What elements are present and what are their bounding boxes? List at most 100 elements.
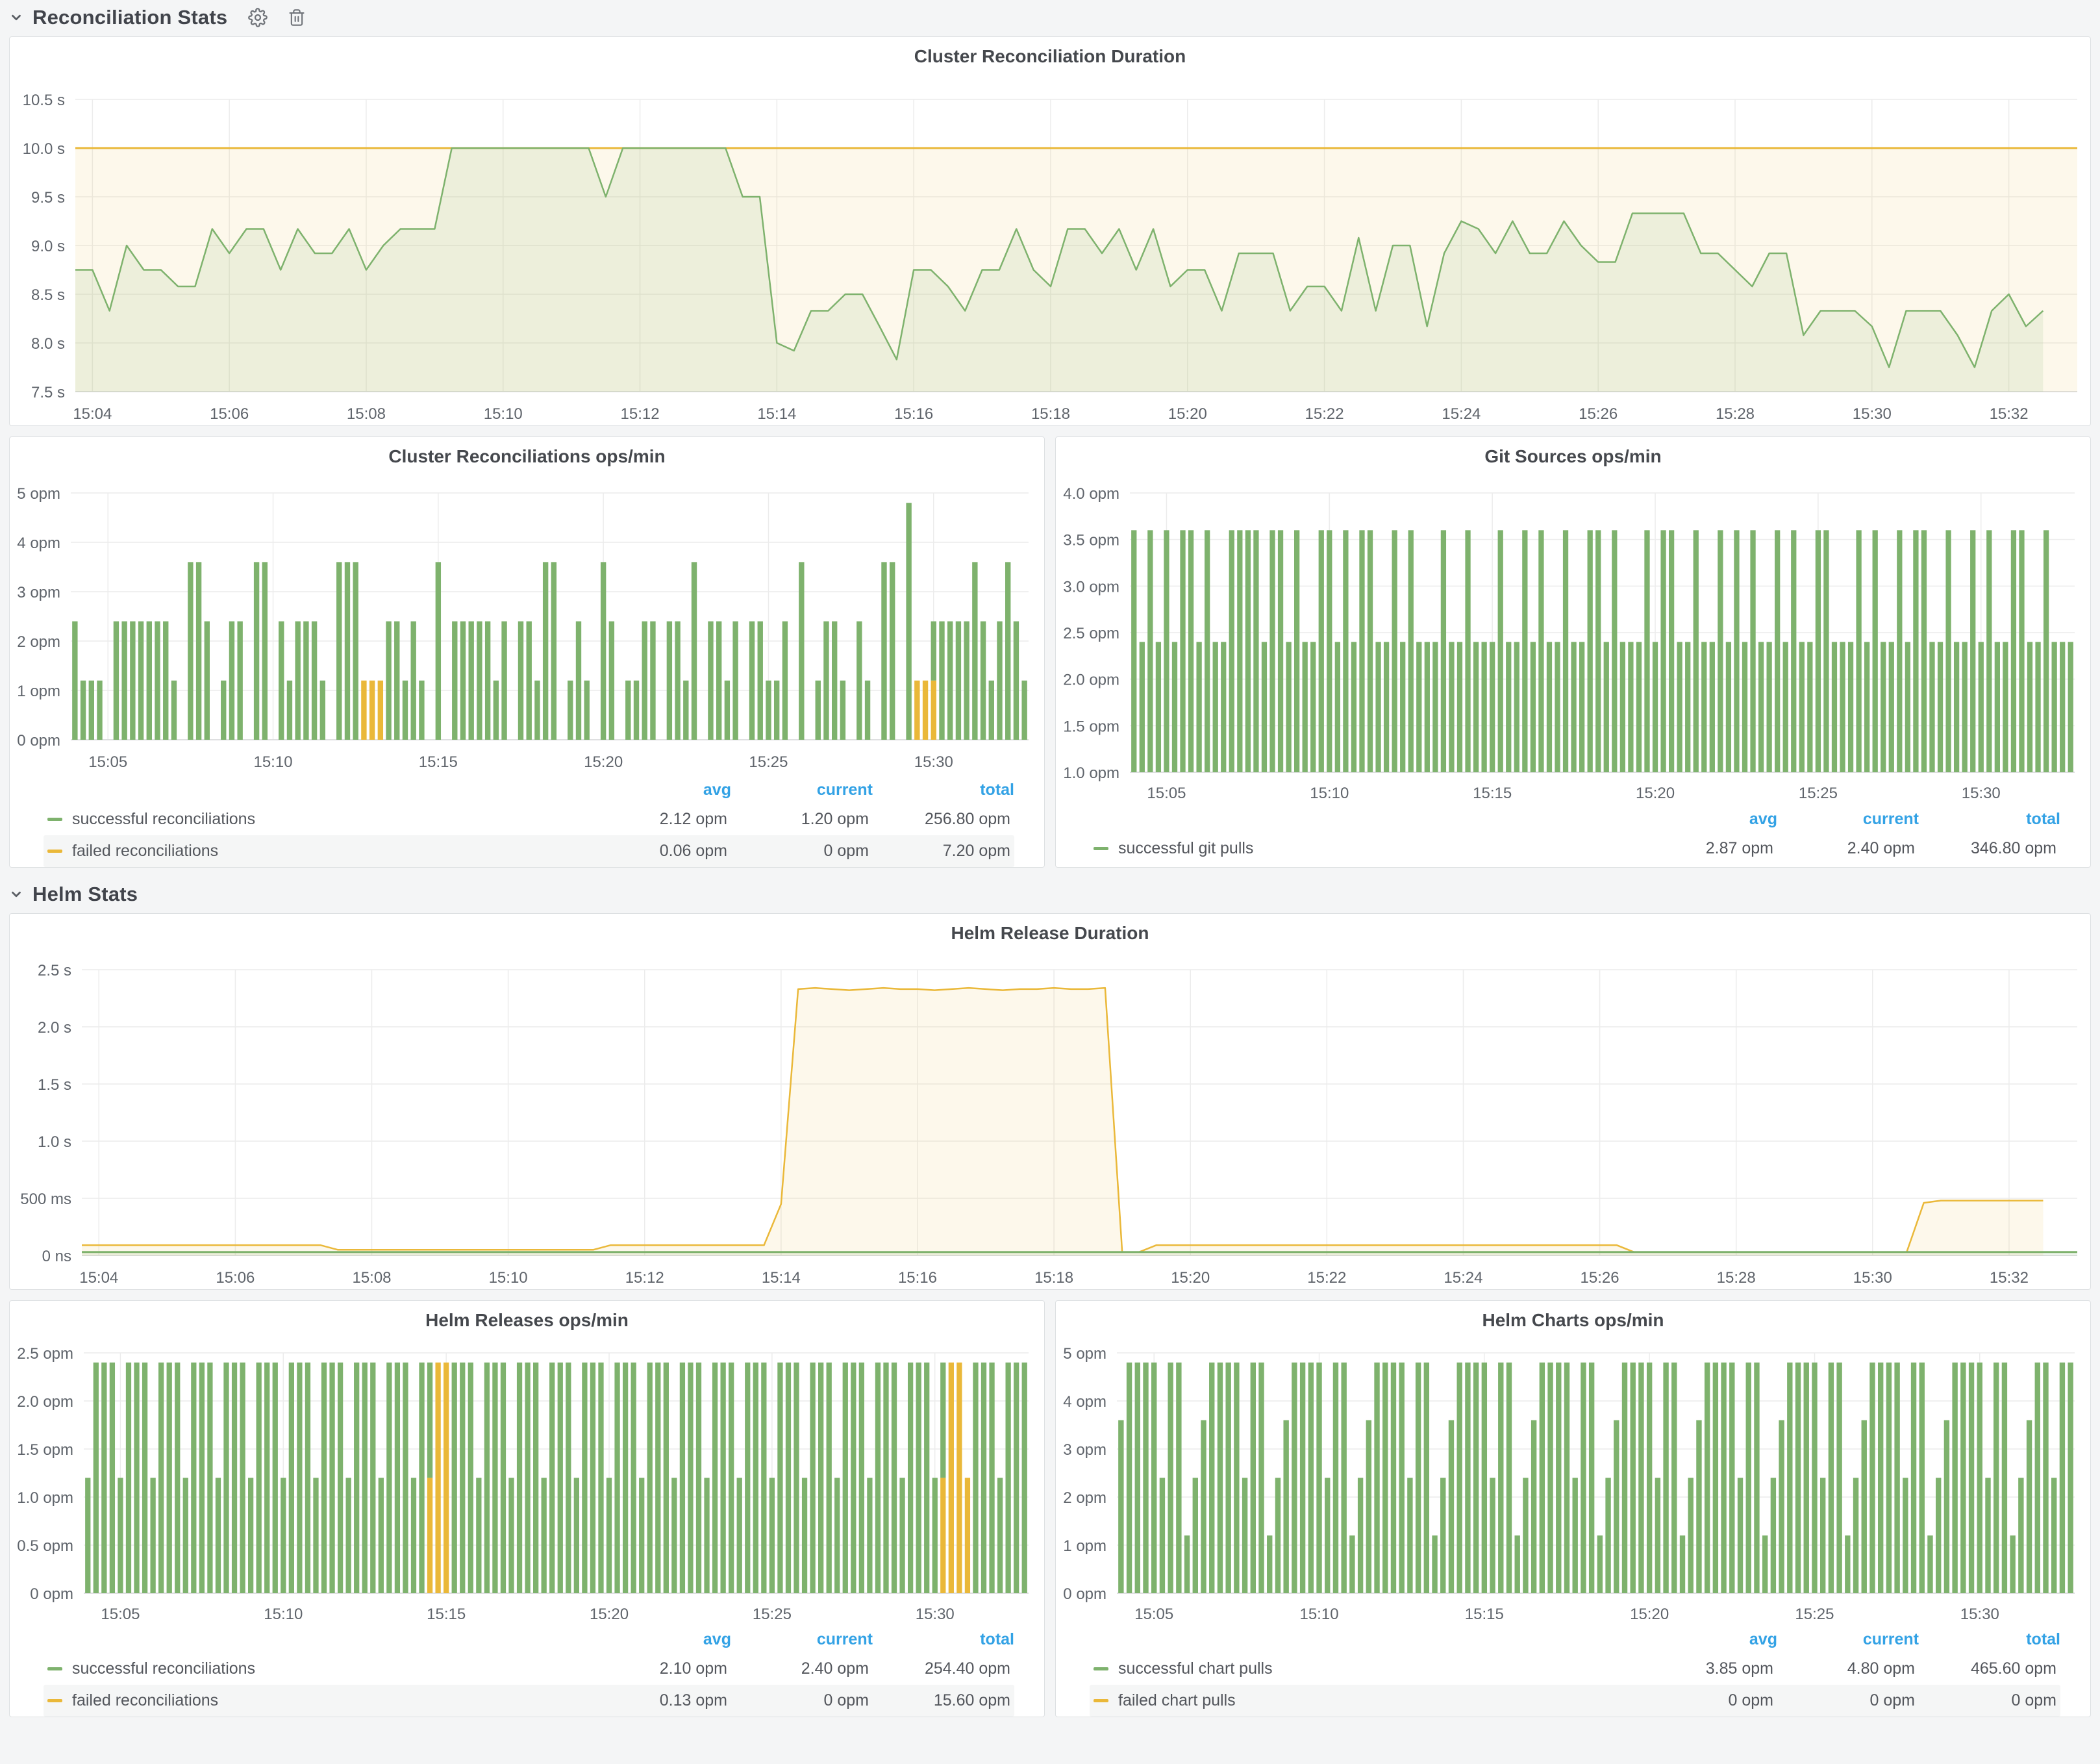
svg-text:15:10: 15:10 [484, 405, 523, 423]
chart-git-sources-ops[interactable]: 1.0 opm 1.5 opm 2.0 opm 2.5 opm 3.0 opm 3.5 o… [1062, 468, 2085, 803]
legend-sort-current[interactable]: current [816, 780, 873, 799]
chart-cluster-reconciliation-duration[interactable]: 7.5 s 8.0 s 8.5 s 9.0 s 9.5 s 10.0 s 10.5 s 15:… [14, 68, 2086, 425]
chevron-down-icon [9, 10, 23, 25]
svg-text:15:30: 15:30 [914, 753, 953, 771]
legend-sort-total[interactable]: total [980, 780, 1014, 799]
svg-text:2.0 opm: 2.0 opm [17, 1393, 73, 1411]
svg-text:15:10: 15:10 [264, 1606, 303, 1623]
svg-text:15:20: 15:20 [1630, 1606, 1669, 1623]
svg-text:15:22: 15:22 [1305, 405, 1344, 423]
svg-text:10.0 s: 10.0 s [23, 140, 65, 158]
svg-text:5 opm: 5 opm [1063, 1345, 1106, 1363]
svg-text:15:15: 15:15 [427, 1606, 466, 1623]
svg-text:2 opm: 2 opm [1063, 1489, 1106, 1507]
chart-helm-charts-ops[interactable]: 0 opm 1 opm 2 opm 3 opm 4 opm 5 opm 15:05 15:10… [1062, 1332, 2085, 1623]
series-label[interactable]: failed reconciliations [72, 842, 219, 860]
chart-helm-releases-ops[interactable]: 0 opm 0.5 opm 1.0 opm 1.5 opm 2.0 opm 2.5 opm… [16, 1332, 1039, 1623]
svg-text:15:24: 15:24 [1442, 405, 1481, 423]
series-color-dash-icon [1094, 1699, 1108, 1702]
series-current-value: 4.80 opm [1847, 1659, 1915, 1678]
legend-sort-avg[interactable]: avg [1749, 809, 1777, 828]
legend-sort-avg[interactable]: avg [1749, 1630, 1777, 1648]
legend-sort-avg[interactable]: avg [703, 1630, 731, 1648]
svg-text:4 opm: 4 opm [1063, 1393, 1106, 1411]
legend-header: avg current total [44, 776, 1014, 803]
panel-helm-release-duration: Helm Release Duration 0 ns 500 ms 1.0 s 1.5… [9, 913, 2091, 1290]
panel-title[interactable]: Helm Charts ops/min [1482, 1310, 1664, 1330]
series-label[interactable]: failed reconciliations [72, 1691, 219, 1709]
series-label[interactable]: failed chart pulls [1118, 1691, 1236, 1709]
svg-text:15:25: 15:25 [749, 753, 788, 771]
chart-helm-release-duration[interactable]: 0 ns 500 ms 1.0 s 1.5 s 2.0 s 2.5 s 15:04 15:06… [14, 945, 2086, 1289]
svg-text:0 ns: 0 ns [42, 1248, 71, 1265]
legend-row: failed chart pulls 0 opm 0 opm 0 opm [1090, 1685, 2060, 1717]
legend: avg current total successful chart pulls 3.8… [1056, 1623, 2090, 1717]
svg-text:15:30: 15:30 [1960, 1606, 1999, 1623]
legend-sort-total[interactable]: total [2026, 1630, 2060, 1648]
svg-text:15:26: 15:26 [1581, 1269, 1619, 1287]
svg-text:15:15: 15:15 [1464, 1606, 1503, 1623]
panel-title[interactable]: Cluster Reconciliation Duration [914, 46, 1186, 66]
svg-text:2 opm: 2 opm [17, 633, 60, 651]
series-avg-value: 0 opm [1728, 1691, 1773, 1709]
section-title: Helm Stats [32, 883, 138, 905]
svg-text:15:22: 15:22 [1307, 1269, 1346, 1287]
legend-sort-current[interactable]: current [816, 1630, 873, 1648]
svg-text:15:16: 15:16 [894, 405, 933, 423]
section-header-reconciliation-stats[interactable]: Reconciliation Stats [9, 3, 2091, 32]
svg-text:3.0 opm: 3.0 opm [1063, 578, 1119, 596]
svg-text:15:32: 15:32 [1990, 405, 2029, 423]
panel-cluster-reconciliations-ops: Cluster Reconciliations ops/min 0 opm 1 o… [9, 436, 1045, 868]
series-current-value: 2.40 opm [1847, 839, 1915, 857]
series-label[interactable]: successful reconciliations [72, 1659, 256, 1678]
section-title: Reconciliation Stats [32, 6, 228, 29]
svg-text:500 ms: 500 ms [20, 1191, 71, 1208]
section-header-helm-stats[interactable]: Helm Stats [9, 879, 2091, 909]
svg-text:3 opm: 3 opm [17, 584, 60, 601]
svg-text:15:25: 15:25 [752, 1606, 791, 1623]
svg-text:15:28: 15:28 [1716, 405, 1755, 423]
panel-title[interactable]: Helm Releases ops/min [425, 1310, 629, 1330]
series-label[interactable]: successful reconciliations [72, 810, 256, 828]
svg-text:15:06: 15:06 [216, 1269, 255, 1287]
svg-text:7.5 s: 7.5 s [31, 384, 65, 401]
svg-text:0 opm: 0 opm [30, 1585, 73, 1603]
panel-title[interactable]: Helm Release Duration [951, 923, 1149, 943]
legend-sort-total[interactable]: total [2026, 809, 2060, 828]
series-total-value: 7.20 opm [942, 842, 1010, 860]
series-label[interactable]: successful chart pulls [1118, 1659, 1273, 1678]
legend-sort-avg[interactable]: avg [703, 780, 731, 799]
series-avg-value: 2.12 opm [659, 810, 727, 828]
panel-title[interactable]: Git Sources ops/min [1484, 446, 1662, 466]
svg-text:15:28: 15:28 [1717, 1269, 1756, 1287]
series-current-value: 0 opm [823, 1691, 869, 1709]
series-label[interactable]: successful git pulls [1118, 839, 1254, 857]
svg-text:15:14: 15:14 [762, 1269, 801, 1287]
svg-text:15:05: 15:05 [101, 1606, 140, 1623]
svg-text:15:26: 15:26 [1579, 405, 1618, 423]
series-avg-value: 2.87 opm [1705, 839, 1773, 857]
svg-text:15:16: 15:16 [898, 1269, 937, 1287]
svg-text:15:30: 15:30 [1853, 1269, 1892, 1287]
trash-icon[interactable] [286, 6, 308, 29]
legend-sort-current[interactable]: current [1862, 809, 1919, 828]
series-color-dash-icon [1094, 1667, 1108, 1670]
svg-text:1.5 opm: 1.5 opm [1063, 718, 1119, 735]
svg-text:1 opm: 1 opm [17, 683, 60, 700]
chart-cluster-reconciliations-ops[interactable]: 0 opm 1 opm 2 opm 3 opm 4 opm 5 opm 15:05 15:10… [16, 468, 1039, 774]
series-avg-value: 0.06 opm [659, 842, 727, 860]
svg-text:15:04: 15:04 [79, 1269, 118, 1287]
svg-text:15:20: 15:20 [1168, 405, 1207, 423]
legend-sort-current[interactable]: current [1862, 1630, 1919, 1648]
legend-header: avg current total [44, 1626, 1014, 1653]
gear-icon[interactable] [247, 6, 269, 29]
panel-title[interactable]: Cluster Reconciliations ops/min [388, 446, 666, 466]
svg-text:1.0 s: 1.0 s [38, 1133, 71, 1151]
series-total-value: 256.80 opm [924, 810, 1010, 828]
svg-text:15:06: 15:06 [210, 405, 249, 423]
series-total-value: 254.40 opm [924, 1659, 1010, 1678]
svg-text:15:12: 15:12 [621, 405, 660, 423]
svg-text:8.5 s: 8.5 s [31, 286, 65, 304]
svg-text:8.0 s: 8.0 s [31, 335, 65, 353]
legend-sort-total[interactable]: total [980, 1630, 1014, 1648]
